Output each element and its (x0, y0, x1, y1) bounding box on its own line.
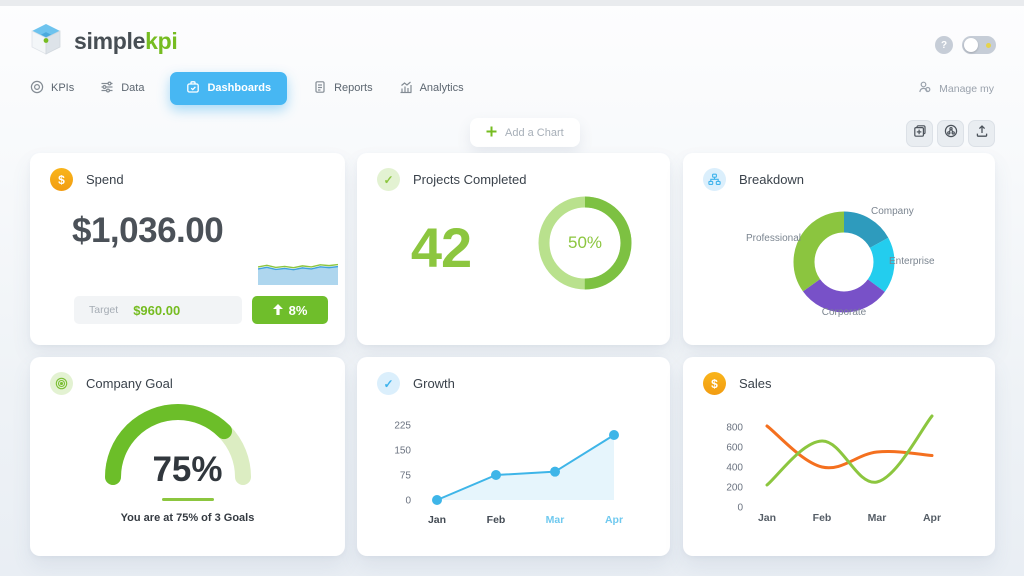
manage-my-menu[interactable]: Manage my (918, 80, 994, 97)
card-title: Breakdown (739, 172, 805, 187)
pie-label-professional: Professional (745, 233, 801, 244)
report-icon (313, 80, 327, 97)
main-nav: KPIs Data Dashboards Reports Analytics (30, 71, 464, 105)
card-growth: ✓ Growth 0 75 150 225 Jan Feb Mar Apr (357, 357, 670, 556)
add-frame-button[interactable] (906, 120, 933, 147)
person-icon (918, 80, 932, 97)
svg-text:800: 800 (726, 423, 743, 434)
svg-text:Jan: Jan (758, 512, 776, 524)
window-top-strip (0, 0, 1024, 6)
svg-text:Jan: Jan (428, 514, 446, 526)
svg-text:0: 0 (737, 503, 743, 514)
card-company-goal: Company Goal 75% You are at 75% of 3 Goa… (30, 357, 345, 556)
spend-value: $1,036.00 (72, 211, 224, 250)
nav-label: Reports (334, 82, 373, 94)
goal-gauge-chart (92, 395, 264, 491)
nav-label: Dashboards (207, 82, 272, 94)
goal-percent: 75% (152, 450, 223, 489)
target-rings-icon (50, 372, 73, 395)
nav-item-kpis[interactable]: KPIs (30, 80, 74, 97)
add-frame-icon (913, 124, 927, 143)
data-list-icon (100, 80, 114, 97)
cube-logo-icon (28, 20, 64, 63)
spend-sparkline-chart (257, 257, 339, 285)
add-chart-button[interactable]: Add a Chart (470, 118, 580, 147)
target-icon (30, 80, 44, 97)
share-button[interactable] (937, 120, 964, 147)
pie-label-enterprise: Enterprise (889, 256, 935, 267)
nav-label: Analytics (419, 82, 464, 94)
card-title: Growth (413, 376, 455, 391)
nav-label: Data (121, 82, 145, 94)
dashboard-icon (186, 80, 200, 97)
add-chart-label: Add a Chart (505, 126, 564, 139)
analytics-icon (399, 80, 413, 97)
card-sales: $ Sales 0 200 400 600 800 Jan Feb Mar Apr (683, 357, 995, 556)
share-icon (944, 124, 958, 143)
projects-percent: 50% (567, 233, 603, 252)
svg-text:Feb: Feb (487, 514, 506, 526)
brand-name: simplekpi (74, 28, 178, 54)
card-title: Company Goal (86, 376, 173, 391)
breakdown-donut-chart (783, 201, 905, 323)
target-label: Target (89, 304, 119, 316)
svg-text:400: 400 (726, 463, 743, 474)
card-title: Spend (86, 172, 124, 187)
manage-my-label: Manage my (939, 82, 994, 95)
toggle-indicator-dot (986, 42, 991, 48)
svg-text:Feb: Feb (813, 512, 832, 524)
target-value: $960.00 (133, 302, 181, 318)
pie-label-corporate: Corporate (821, 307, 867, 318)
change-value: 8% (288, 302, 308, 318)
svg-text:Mar: Mar (546, 514, 565, 526)
dollar-icon: $ (50, 168, 73, 191)
card-projects-completed: ✓ Projects Completed 42 50% (357, 153, 670, 345)
help-button[interactable]: ? (935, 36, 953, 54)
goal-underline (161, 498, 214, 501)
goal-caption: You are at 75% of 3 Goals (120, 512, 255, 524)
svg-text:Mar: Mar (868, 512, 887, 524)
card-title: Projects Completed (413, 172, 527, 187)
svg-text:225: 225 (394, 421, 411, 432)
pie-label-company: Company (871, 206, 914, 217)
upload-button[interactable] (968, 120, 995, 147)
projects-progress-ring (537, 195, 633, 291)
svg-text:75: 75 (400, 471, 412, 482)
card-title: Sales (739, 376, 772, 391)
dollar-icon: $ (703, 372, 726, 395)
hierarchy-icon (703, 168, 726, 191)
theme-toggle[interactable] (962, 36, 996, 54)
svg-text:600: 600 (726, 443, 743, 454)
nav-item-data[interactable]: Data (100, 80, 144, 97)
nav-label: KPIs (51, 82, 75, 94)
check-icon: ✓ (377, 168, 400, 191)
toggle-knob (964, 38, 978, 52)
card-spend: $ Spend $1,036.00 Target $960.00 8% (30, 153, 345, 345)
svg-text:Apr: Apr (605, 514, 623, 526)
nav-item-analytics[interactable]: Analytics (399, 80, 464, 97)
arrow-up-icon (272, 303, 283, 318)
target-pill: Target $960.00 (74, 296, 242, 324)
change-badge: 8% (252, 296, 328, 324)
projects-count: 42 (410, 216, 472, 279)
check-icon: ✓ (377, 372, 400, 395)
dashboard-actions (906, 120, 995, 147)
svg-text:0: 0 (405, 496, 411, 507)
nav-item-dashboards[interactable]: Dashboards (170, 71, 288, 105)
nav-item-reports[interactable]: Reports (313, 80, 373, 97)
svg-text:200: 200 (726, 483, 743, 494)
plus-icon (486, 126, 497, 140)
svg-text:150: 150 (394, 446, 411, 457)
card-breakdown: Breakdown Company Enterprise Corporate P… (683, 153, 995, 345)
brand-logo: simplekpi (28, 20, 178, 63)
svg-text:Apr: Apr (923, 512, 941, 524)
upload-icon (975, 124, 989, 143)
